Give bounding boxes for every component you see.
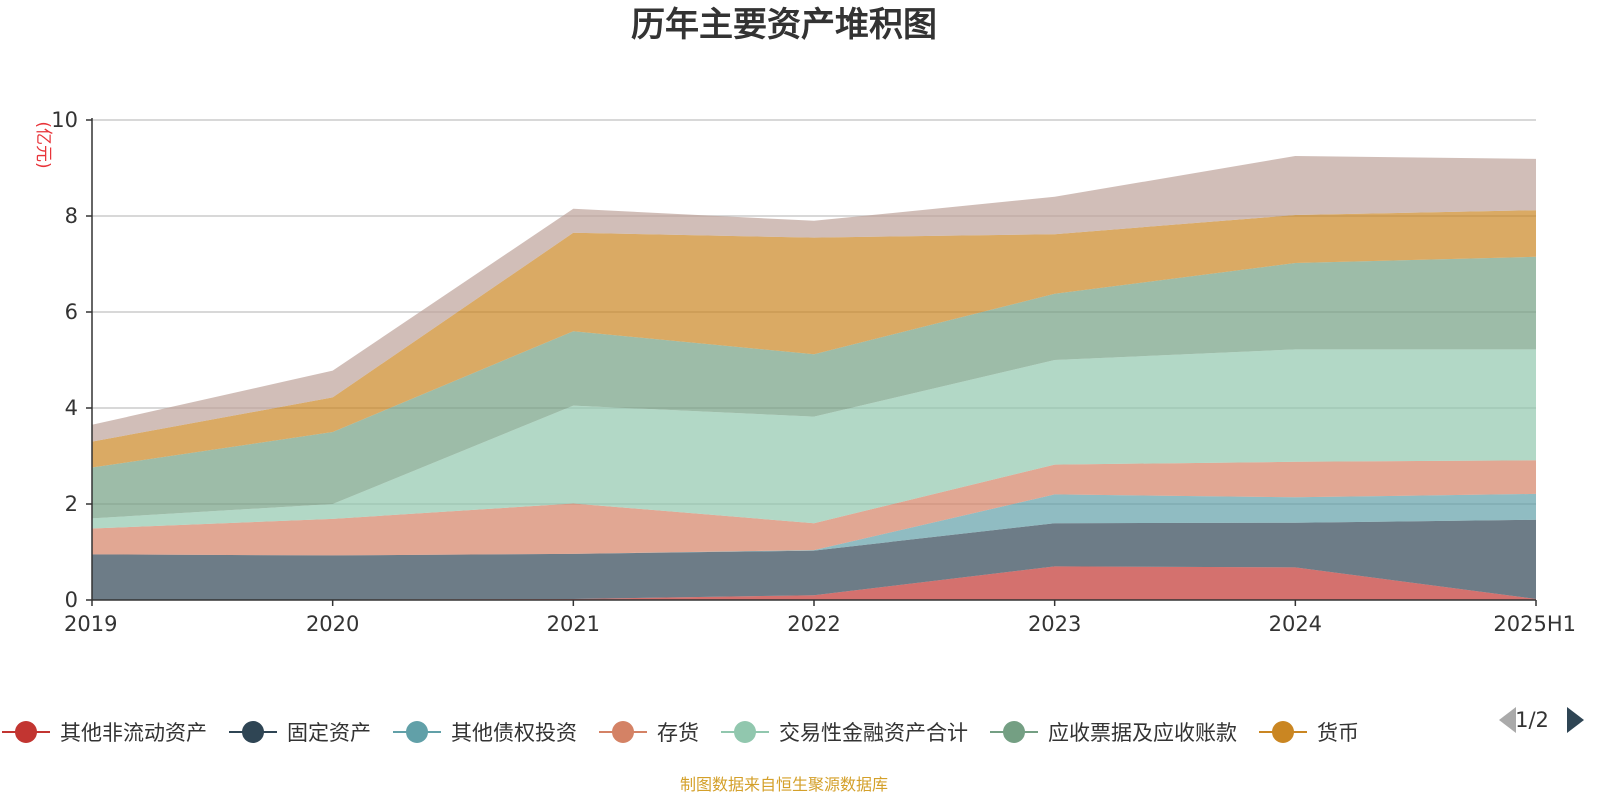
legend-item-4[interactable]: 交易性金融资产合计 bbox=[721, 721, 968, 745]
y-tick-label-1: 2 bbox=[65, 492, 78, 516]
area-series-2[interactable] bbox=[92, 493, 1536, 556]
legend-marker-2 bbox=[406, 721, 428, 743]
legend-marker-0 bbox=[15, 721, 37, 743]
legend-item-2[interactable]: 其他债权投资 bbox=[393, 721, 577, 745]
x-tick-label-5: 2024 bbox=[1269, 612, 1322, 636]
legend-item-5[interactable]: 应收票据及应收账款 bbox=[990, 721, 1237, 745]
x-tick-label-3: 2022 bbox=[787, 612, 840, 636]
x-tick-label-1: 2020 bbox=[306, 612, 359, 636]
x-tick-label-0: 2019 bbox=[64, 612, 117, 636]
x-tick-label-2: 2021 bbox=[547, 612, 600, 636]
legend-label-3: 存货 bbox=[657, 721, 699, 745]
legend: 其他非流动资产 固定资产 其他债权投资 存货 交易性金融资产合计 应收票据及应收账款 货币 bbox=[2, 721, 1359, 745]
axes: 0 2 4 6 8 10 2019 2020 2021 2022 2023 2024 2025H1 bbox=[51, 108, 1576, 636]
legend-label-6: 货币 bbox=[1317, 721, 1359, 745]
legend-label-0: 其他非流动资产 bbox=[60, 721, 207, 745]
y-tick-label-2: 4 bbox=[65, 396, 78, 420]
legend-next-page-icon[interactable] bbox=[1567, 707, 1584, 733]
legend-label-4: 交易性金融资产合计 bbox=[779, 721, 968, 745]
y-axis-unit: (亿元) bbox=[33, 121, 53, 168]
data-source-note: 制图数据来自恒生聚源数据库 bbox=[680, 775, 888, 794]
legend-marker-1 bbox=[242, 721, 264, 743]
area-series-6[interactable] bbox=[92, 210, 1536, 468]
x-tick-label-6: 2025H1 bbox=[1493, 612, 1576, 636]
legend-prev-page-icon[interactable] bbox=[1499, 707, 1516, 733]
area-series[interactable] bbox=[92, 156, 1536, 600]
legend-marker-6 bbox=[1272, 721, 1294, 743]
legend-page-indicator: 1/2 bbox=[1515, 708, 1549, 732]
area-series-0[interactable] bbox=[92, 566, 1536, 600]
area-series-4[interactable] bbox=[92, 349, 1536, 529]
x-tick-label-4: 2023 bbox=[1028, 612, 1081, 636]
legend-pager: 1/2 bbox=[1499, 707, 1584, 733]
y-tick-label-0: 0 bbox=[65, 588, 78, 612]
legend-item-1[interactable]: 固定资产 bbox=[229, 721, 371, 745]
legend-label-2: 其他债权投资 bbox=[451, 721, 577, 745]
legend-marker-4 bbox=[734, 721, 756, 743]
area-series-5[interactable] bbox=[92, 256, 1536, 519]
legend-marker-5 bbox=[1003, 721, 1025, 743]
area-series-7[interactable] bbox=[92, 156, 1536, 442]
y-tick-label-4: 8 bbox=[65, 204, 78, 228]
legend-item-6[interactable]: 货币 bbox=[1259, 721, 1359, 745]
legend-label-5: 应收票据及应收账款 bbox=[1048, 721, 1237, 745]
y-tick-label-5: 10 bbox=[51, 108, 78, 132]
legend-marker-3 bbox=[612, 721, 634, 743]
legend-item-0[interactable]: 其他非流动资产 bbox=[2, 721, 207, 745]
legend-label-1: 固定资产 bbox=[287, 721, 371, 745]
legend-item-3[interactable]: 存货 bbox=[599, 721, 699, 745]
area-series-1[interactable] bbox=[92, 519, 1536, 600]
y-tick-label-3: 6 bbox=[65, 300, 78, 324]
chart-title: 历年主要资产堆积图 bbox=[631, 5, 937, 45]
area-series-3[interactable] bbox=[92, 460, 1536, 556]
